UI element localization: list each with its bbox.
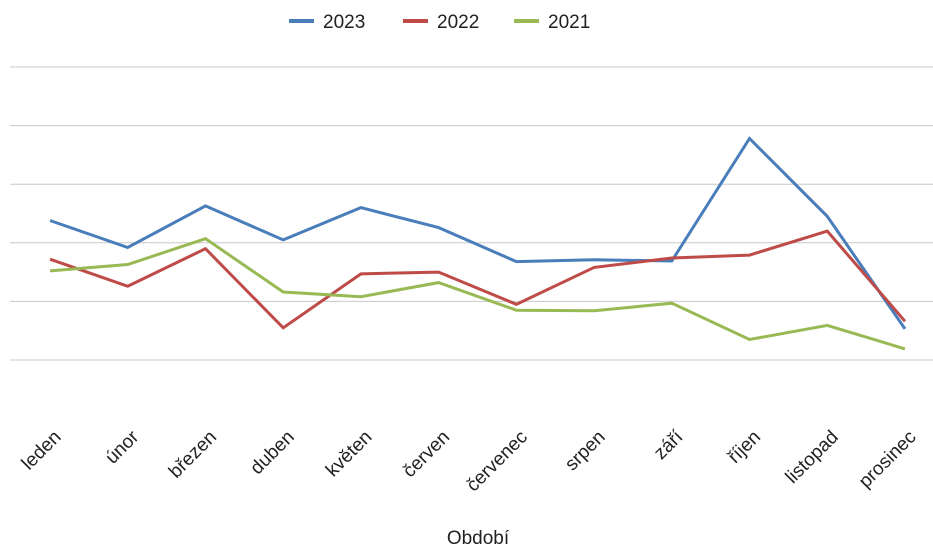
x-tick-label: listopad <box>782 427 843 488</box>
gridlines <box>10 66 933 361</box>
legend: 2023 2022 2021 <box>289 12 590 33</box>
series-line-2021 <box>49 237 906 351</box>
x-tick-labels: leden únor březen duben květen červen červenec… <box>18 426 921 496</box>
x-tick-label: duben <box>247 427 299 479</box>
legend-label-2021: 2021 <box>548 12 590 33</box>
legend-label-2022: 2022 <box>437 12 479 33</box>
x-tick-label: leden <box>18 427 66 475</box>
legend-label-2023: 2023 <box>323 12 365 33</box>
x-tick-label: květen <box>322 427 376 481</box>
x-tick-label: srpen <box>561 427 609 475</box>
series-line-2022 <box>49 229 907 330</box>
x-tick-label: únor <box>102 426 144 468</box>
series-line-2023 <box>49 136 907 330</box>
x-tick-label: červenec <box>463 427 532 496</box>
x-tick-label: červen <box>399 427 454 482</box>
series-lines <box>49 136 907 351</box>
x-tick-label: březen <box>165 427 221 483</box>
x-tick-label: říjen <box>724 427 765 468</box>
x-tick-label: září <box>650 426 688 464</box>
x-tick-label: prosinec <box>855 427 921 493</box>
x-axis-title: Období <box>447 528 510 549</box>
